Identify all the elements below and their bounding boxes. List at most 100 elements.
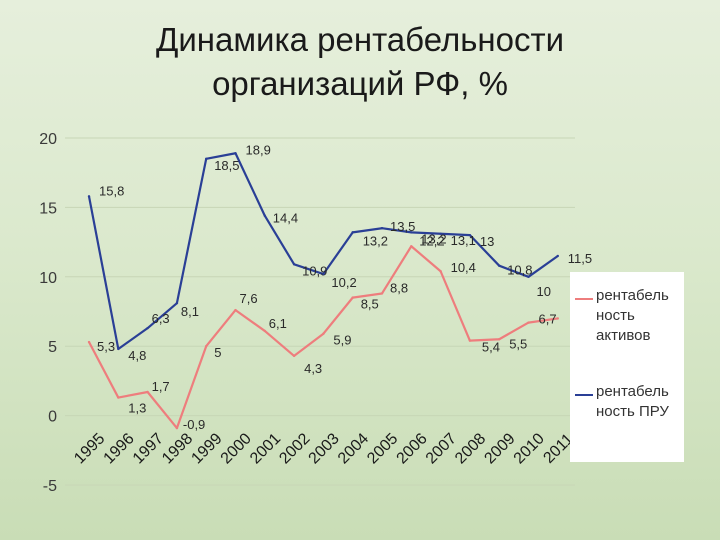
chart-title: Динамика рентабельности организаций РФ, … xyxy=(0,18,720,106)
data-label-assets: 5,3 xyxy=(97,339,115,354)
data-point-pru xyxy=(498,264,501,267)
y-tick-label: -5 xyxy=(43,478,57,495)
data-label-pru: 15,8 xyxy=(99,183,124,198)
chart-title-line-2: организаций РФ, % xyxy=(212,65,508,102)
data-label-pru: 10 xyxy=(537,284,551,299)
data-label-assets: 5,4 xyxy=(482,340,500,355)
data-point-pru xyxy=(380,227,384,230)
data-point-pru xyxy=(175,301,179,305)
data-label-assets: 12,2 xyxy=(419,233,444,248)
data-point-assets xyxy=(205,345,208,348)
x-tick-label: 2003 xyxy=(306,430,343,467)
data-point-pru xyxy=(205,157,208,161)
data-point-assets xyxy=(556,317,559,320)
x-tick-label: 2009 xyxy=(481,430,518,467)
legend-label-line: рентабель xyxy=(596,287,669,304)
data-point-pru xyxy=(292,263,296,266)
data-label-pru: 11,5 xyxy=(568,251,592,266)
data-label-pru: 8,1 xyxy=(181,304,199,319)
data-label-assets: 6,1 xyxy=(269,316,287,331)
x-tick-label: 2001 xyxy=(247,430,284,467)
data-point-assets xyxy=(292,354,296,358)
data-point-assets xyxy=(410,245,413,248)
data-label-assets: 8,5 xyxy=(361,297,379,312)
data-point-pru xyxy=(439,232,442,235)
data-point-assets xyxy=(322,332,325,335)
legend-swatch-pru xyxy=(575,394,593,396)
data-label-assets: 8,8 xyxy=(390,280,408,295)
x-tick-label: 2010 xyxy=(511,430,548,467)
x-tick-label: 2002 xyxy=(276,430,313,467)
x-tick-label: 1999 xyxy=(188,430,225,467)
x-tick-label: 1996 xyxy=(101,430,138,467)
data-point-pru xyxy=(146,326,149,330)
data-label-assets: 5 xyxy=(214,345,221,360)
x-tick-label: 1998 xyxy=(159,430,196,467)
data-point-assets xyxy=(439,270,442,273)
data-label-pru: 10,8 xyxy=(507,263,532,278)
x-tick-label: 1995 xyxy=(71,430,108,467)
data-point-assets xyxy=(234,308,237,312)
data-point-pru xyxy=(322,272,325,276)
data-label-pru: 10,2 xyxy=(331,275,356,290)
data-point-assets xyxy=(351,296,354,299)
x-tick-label: 2004 xyxy=(335,430,372,467)
data-point-assets xyxy=(117,396,120,399)
legend-label-line: ность ПРУ xyxy=(596,403,669,420)
data-label-pru: 10,9 xyxy=(302,263,327,278)
data-label-assets: 4,3 xyxy=(304,361,322,376)
legend-swatch-assets xyxy=(575,298,593,300)
data-label-pru: 13,1 xyxy=(451,233,476,248)
data-point-assets xyxy=(175,426,179,430)
data-label-pru: 13,2 xyxy=(363,233,388,248)
data-label-assets: 5,9 xyxy=(333,333,351,348)
data-point-pru xyxy=(117,347,120,351)
data-label-assets: 10,4 xyxy=(451,260,476,275)
x-tick-label: 2008 xyxy=(452,430,489,467)
data-point-assets xyxy=(146,390,149,394)
y-tick-label: 10 xyxy=(39,270,57,287)
data-label-assets: 5,5 xyxy=(509,336,527,351)
data-point-assets xyxy=(87,340,91,344)
y-tick-label: 0 xyxy=(48,409,57,426)
x-tick-label: 2000 xyxy=(218,430,255,467)
legend-label-line: рентабель xyxy=(596,383,669,400)
data-point-pru xyxy=(263,214,266,217)
data-label-pru: 13,2 xyxy=(421,231,446,246)
data-point-pru xyxy=(468,233,472,237)
x-tick-label: 2005 xyxy=(364,430,401,467)
y-tick-label: 5 xyxy=(48,339,57,356)
legend: рентабель ность активов рентабель ность … xyxy=(570,272,684,462)
data-label-assets: 1,7 xyxy=(152,379,170,394)
legend-label-line: ность xyxy=(596,307,635,324)
data-point-pru xyxy=(556,254,559,258)
data-label-pru: 18,5 xyxy=(214,158,239,173)
x-tick-label: 1997 xyxy=(130,430,167,467)
data-point-assets xyxy=(263,329,266,333)
data-label-pru: 6,3 xyxy=(152,311,170,326)
data-label-assets: 6,7 xyxy=(539,312,557,327)
data-point-pru xyxy=(351,231,354,234)
data-label-pru: 13 xyxy=(480,234,494,249)
legend-label-line: активов xyxy=(596,327,651,344)
data-label-pru: 13,5 xyxy=(390,219,415,234)
data-point-assets xyxy=(527,321,530,324)
data-point-assets xyxy=(468,339,472,342)
data-point-pru xyxy=(527,275,530,278)
x-tick-label: 2007 xyxy=(423,430,460,467)
data-label-assets: 7,6 xyxy=(240,291,258,306)
chart-title-line-1: Динамика рентабельности xyxy=(155,21,565,58)
data-label-pru: 14,4 xyxy=(273,211,298,226)
legend-label-pru: рентабель ность ПРУ xyxy=(596,382,684,422)
legend-label-assets: рентабель ность активов xyxy=(596,286,684,346)
data-point-assets xyxy=(498,338,501,341)
data-point-assets xyxy=(380,292,384,295)
data-point-pru xyxy=(234,152,237,155)
data-point-pru xyxy=(87,195,91,198)
x-tick-label: 2006 xyxy=(394,430,431,467)
data-label-assets: -0,9 xyxy=(183,417,205,432)
y-tick-label: 15 xyxy=(39,200,57,217)
y-tick-label: 20 xyxy=(39,131,57,148)
data-label-pru: 4,8 xyxy=(128,348,146,363)
